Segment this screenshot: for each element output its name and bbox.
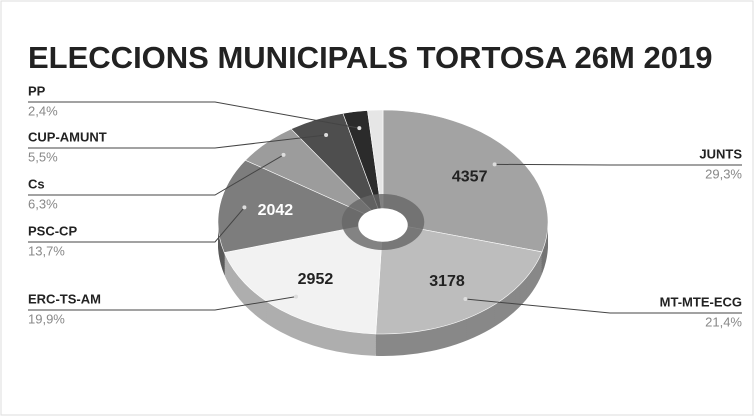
value-label: 21,4% bbox=[705, 314, 742, 329]
leader-dot bbox=[242, 205, 247, 210]
slice bbox=[382, 109, 549, 253]
chart-title: ELECCIONS MUNICIPALS TORTOSA 26M 2019 bbox=[28, 40, 712, 75]
legend-label: MT-MTE-ECG bbox=[660, 294, 742, 309]
legend-label: JUNTS bbox=[699, 146, 742, 161]
hole bbox=[358, 208, 408, 242]
slice bbox=[223, 221, 384, 335]
leader-dot bbox=[492, 162, 497, 167]
leader-line bbox=[28, 154, 284, 196]
leader-line bbox=[28, 134, 327, 149]
leader-line bbox=[28, 296, 297, 311]
legend-label: PSC-CP bbox=[28, 223, 77, 238]
legend-label: Cs bbox=[28, 176, 45, 191]
leader-line bbox=[465, 298, 742, 314]
leader-dot bbox=[293, 294, 298, 299]
legend-label: PP bbox=[28, 83, 46, 98]
value-label: 6,3% bbox=[28, 196, 58, 211]
leader-line bbox=[494, 163, 742, 166]
leader-dot bbox=[463, 297, 468, 302]
count-label: 4357 bbox=[452, 168, 488, 185]
slice bbox=[375, 221, 543, 335]
value-label: 19,9% bbox=[28, 311, 65, 326]
count-label: 3178 bbox=[429, 273, 465, 290]
slice bbox=[367, 109, 384, 223]
leader-dot bbox=[324, 132, 329, 137]
value-label: 29,3% bbox=[705, 166, 742, 181]
legend-label: CUP-AMUNT bbox=[28, 129, 107, 144]
leader-line bbox=[28, 207, 245, 243]
slice bbox=[217, 159, 384, 253]
value-label: 2,4% bbox=[28, 103, 58, 118]
legend-label: ERC-TS-AM bbox=[28, 291, 101, 306]
leader-line bbox=[28, 101, 360, 129]
value-label: 13,7% bbox=[28, 243, 65, 258]
leader-dot bbox=[357, 126, 362, 131]
leader-dot bbox=[281, 152, 286, 157]
count-label: 2042 bbox=[258, 202, 294, 219]
count-label: 2952 bbox=[298, 271, 334, 288]
value-label: 5,5% bbox=[28, 149, 58, 164]
